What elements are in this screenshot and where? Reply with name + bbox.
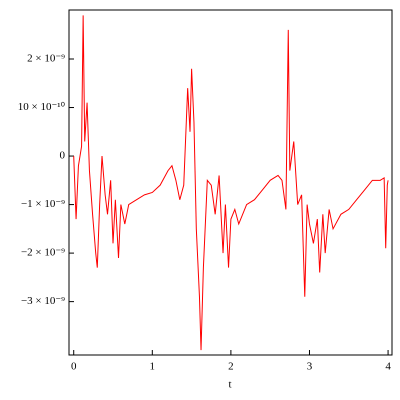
y-tick-label: 0 (60, 150, 66, 162)
x-tick-label: 0 (71, 361, 77, 373)
x-tick-label: 2 (228, 361, 234, 373)
x-axis-label: t (228, 379, 231, 391)
y-tick-label: 2 × 10⁻⁹ (27, 53, 65, 65)
x-tick-label: 4 (385, 361, 391, 373)
x-tick-label: 1 (150, 361, 156, 373)
x-tick-label: 3 (307, 361, 313, 373)
y-tick-label: −1 × 10⁻⁹ (21, 198, 65, 210)
plot-frame (68, 9, 393, 356)
data-line (73, 15, 389, 351)
y-tick-label: −2 × 10⁻⁹ (21, 247, 65, 259)
y-tick-label: 10 × 10⁻¹⁰ (18, 101, 66, 113)
y-tick-label: −3 × 10⁻⁹ (21, 295, 65, 307)
